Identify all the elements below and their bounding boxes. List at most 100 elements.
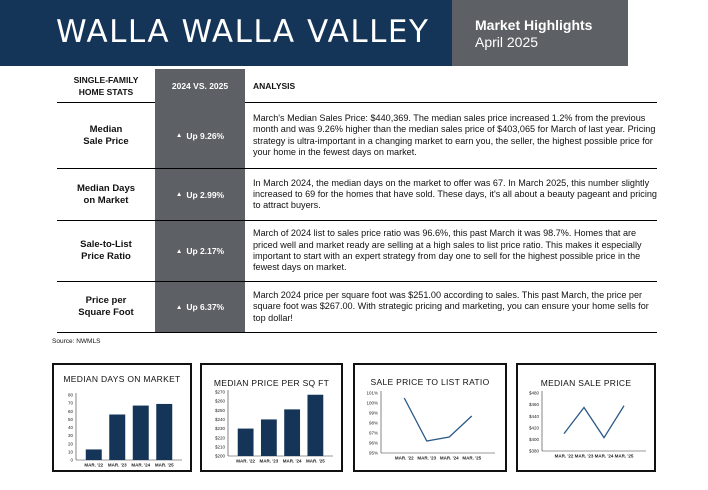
analysis-text: March 2024 price per square foot was $25… xyxy=(253,282,659,332)
y-tick-label: $440 xyxy=(529,414,540,419)
x-tick-label: MAR. '22 xyxy=(395,456,414,461)
chart-median-sale-price-plot: $380 $400 $420 $440 $460 $480 MAR. '22 MAR. '23… xyxy=(529,391,646,459)
chart-title: MEDIAN PRICE PER SQ FT xyxy=(213,378,330,388)
x-tick-label: MAR. '24 xyxy=(283,459,302,464)
y-tick-label: 70 xyxy=(68,401,74,406)
table-row-median-sale-price: Median Sale Price ▲ Up 9.26% March's Media… xyxy=(57,103,657,169)
x-tick-label: MAR. '25 xyxy=(155,463,174,468)
x-tick-label: MAR. '24 xyxy=(595,454,614,459)
stat-label-line2: Sale Price xyxy=(83,135,129,147)
table-row-median-days-on-market: Median Days on Market ▲ Up 2.99% In March … xyxy=(57,169,657,221)
x-tick-label: MAR. '23 xyxy=(259,459,278,464)
x-tick-label: MAR. '24 xyxy=(440,456,459,461)
y-tick-label: $480 xyxy=(529,391,540,396)
y-tick-label: $230 xyxy=(215,426,226,431)
y-tick-label: $210 xyxy=(215,444,226,449)
up-arrow-icon: ▲ xyxy=(175,132,183,139)
stat-label-line2: on Market xyxy=(83,194,129,206)
y-tick-label: 60 xyxy=(68,409,74,414)
stat-label: Median Sale Price xyxy=(57,103,155,168)
table-row-price-per-square-foot: Price per Square Foot ▲ Up 6.37% March 202… xyxy=(57,282,657,333)
x-tick-label: MAR. '25 xyxy=(615,454,634,459)
change-value: Up 6.37% xyxy=(186,302,225,312)
chart-series-line xyxy=(563,405,625,439)
y-tick-label: 0 xyxy=(70,458,73,463)
y-tick-label: $260 xyxy=(215,399,226,404)
change-value: Up 9.26% xyxy=(186,130,225,141)
analysis-text: March's Median Sales Price: $440,369. Th… xyxy=(253,103,659,168)
stat-label-line1: Sale-to-List xyxy=(80,239,132,250)
chart-bar xyxy=(237,428,254,456)
change-badge: ▲ Up 9.26% xyxy=(155,103,245,168)
y-tick-label: $250 xyxy=(215,408,226,413)
chart-series-line xyxy=(403,397,473,442)
chart-median-days-on-market-plot: 0 10 20 30 40 50 60 70 80 MAR. '22 MAR. '23 MAR. '2… xyxy=(68,393,182,468)
table-row-sale-to-list-ratio: Sale-to-List Price Ratio ▲ Up 2.17% March … xyxy=(57,221,657,282)
y-tick-label: 50 xyxy=(68,417,74,422)
stat-label-line1: Price per xyxy=(85,295,127,306)
chart-title: SALE PRICE TO LIST RATIO xyxy=(370,377,490,387)
up-arrow-icon: ▲ xyxy=(175,191,183,198)
header-analysis: ANALYSIS xyxy=(253,81,296,91)
header-home-stats-line2: HOME STATS xyxy=(78,87,134,97)
stat-label: Sale-to-List Price Ratio xyxy=(57,221,155,281)
change-value: Up 2.99% xyxy=(186,189,225,200)
y-tick-label: 30 xyxy=(68,433,74,438)
stat-label-line1: Median xyxy=(89,123,123,135)
header-highlights-panel: Market Highlights April 2025 xyxy=(452,0,628,66)
analysis-text-content: In March 2024, the median days on the ma… xyxy=(253,177,657,211)
y-tick-label: $270 xyxy=(215,390,226,395)
header: WALLA WALLA VALLEY Market Highlights Apr… xyxy=(0,0,708,66)
chart-title: MEDIAN SALE PRICE xyxy=(540,378,632,388)
highlights-date: April 2025 xyxy=(475,34,539,50)
chart-sale-price-to-list-ratio-plot: 95% 96% 97% 98% 99% 100% 101% MAR. '22 MAR. '23 M… xyxy=(366,391,495,461)
chart-median-days-on-market: MEDIAN DAYS ON MARKET 0 10 20 30 40 50 60 70 80 M… xyxy=(52,363,192,472)
x-tick-label: MAR. '22 xyxy=(236,459,255,464)
change-badge: ▲ Up 2.17% xyxy=(155,221,245,281)
change-badge: ▲ Up 6.37% xyxy=(155,282,245,332)
header-title-panel: WALLA WALLA VALLEY xyxy=(0,0,452,66)
y-tick-label: 80 xyxy=(68,393,74,398)
header-comparison: 2024 VS. 2025 xyxy=(155,69,245,103)
x-tick-label: MAR. '22 xyxy=(84,463,103,468)
stat-label: Median Days on Market xyxy=(57,169,155,220)
chart-median-price-per-sq-ft-plot: $200 $210 $220 $230 $240 $250 $260 $270 MAR. '22… xyxy=(215,390,333,464)
y-tick-label: $460 xyxy=(529,402,540,407)
chart-bar xyxy=(109,414,126,460)
y-tick-label: 10 xyxy=(68,449,74,454)
chart-bar xyxy=(260,419,277,456)
chart-median-price-per-sq-ft: MEDIAN PRICE PER SQ FT $200 $210 $220 $230 $… xyxy=(200,363,343,472)
y-tick-label: 100% xyxy=(366,401,378,406)
stat-label-line2: Price Ratio xyxy=(81,251,131,262)
stat-label: Price per Square Foot xyxy=(57,282,155,332)
chart-median-sale-price: MEDIAN SALE PRICE $380 $400 $420 $440 $460 $4… xyxy=(516,363,656,472)
y-tick-label: 99% xyxy=(369,411,378,416)
up-arrow-icon: ▲ xyxy=(175,247,183,255)
stats-table: SINGLE-FAMILY HOME STATS 2024 VS. 2025 AN… xyxy=(57,69,657,333)
analysis-text: In March 2024, the median days on the ma… xyxy=(253,169,659,220)
stat-label-line1: Median Days xyxy=(76,182,136,194)
chart-bar xyxy=(85,449,102,460)
change-badge: ▲ Up 2.99% xyxy=(155,169,245,220)
x-tick-label: MAR. '22 xyxy=(555,454,574,459)
chart-title: MEDIAN DAYS ON MARKET xyxy=(63,374,181,384)
chart-bar xyxy=(132,405,149,460)
chart-sale-price-to-list-ratio: SALE PRICE TO LIST RATIO 95% 96% 97% 98% 99%… xyxy=(353,363,507,472)
chart-bar xyxy=(307,394,324,456)
analysis-text: March of 2024 list to sales price ratio … xyxy=(253,221,659,281)
x-tick-label: MAR. '23 xyxy=(417,456,436,461)
x-tick-label: MAR. '23 xyxy=(108,463,127,468)
analysis-text-content: March of 2024 list to sales price ratio … xyxy=(253,228,642,273)
source-note: Source: NWMLS xyxy=(52,338,101,345)
header-home-stats: SINGLE-FAMILY HOME STATS xyxy=(57,69,155,103)
y-tick-label: $200 xyxy=(215,454,226,459)
page-title: WALLA WALLA VALLEY xyxy=(56,14,430,50)
y-tick-label: 98% xyxy=(369,421,378,426)
stats-table-header: SINGLE-FAMILY HOME STATS 2024 VS. 2025 AN… xyxy=(57,69,657,103)
up-arrow-icon: ▲ xyxy=(175,303,183,311)
x-tick-label: MAR. '24 xyxy=(131,463,150,468)
highlights-title: Market Highlights xyxy=(475,17,593,33)
analysis-text-content: March's Median Sales Price: $440,369. Th… xyxy=(253,112,656,157)
x-tick-label: MAR. '23 xyxy=(575,454,594,459)
chart-bar xyxy=(156,403,173,460)
